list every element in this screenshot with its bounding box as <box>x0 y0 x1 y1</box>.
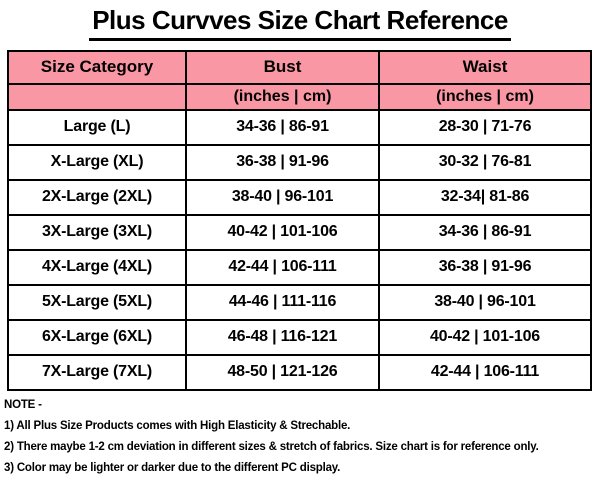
bust-cell: 44-46 | 111-116 <box>185 283 380 321</box>
table-row: 2X-Large (2XL) 38-40 | 96-101 32-34| 81-… <box>7 178 592 216</box>
column-header-size-category: Size Category <box>7 49 187 85</box>
table-row: 4X-Large (4XL) 42-44 | 106-111 36-38 | 9… <box>7 248 592 286</box>
notes-section: NOTE - 1) All Plus Size Products comes w… <box>4 395 600 479</box>
bust-cell: 48-50 | 121-126 <box>185 353 380 391</box>
size-cell: 2X-Large (2XL) <box>7 178 187 216</box>
size-chart-table: Size Category Bust Waist (inches | cm) (… <box>7 49 592 391</box>
units-cell-bust: (inches | cm) <box>185 82 380 111</box>
size-cell: 5X-Large (5XL) <box>7 283 187 321</box>
table-row: Large (L) 34-36 | 86-91 28-30 | 71-76 <box>7 108 592 146</box>
size-cell: 3X-Large (3XL) <box>7 213 187 251</box>
title-container: Plus Curvves Size Chart Reference <box>0 0 600 41</box>
notes-heading: NOTE - <box>4 398 42 411</box>
size-cell: 4X-Large (4XL) <box>7 248 187 286</box>
bust-cell: 40-42 | 101-106 <box>185 213 380 251</box>
units-cell-empty <box>7 82 187 111</box>
waist-cell: 28-30 | 71-76 <box>378 108 592 146</box>
size-cell: Large (L) <box>7 108 187 146</box>
page-title: Plus Curvves Size Chart Reference <box>89 4 511 41</box>
table-row: 6X-Large (6XL) 46-48 | 116-121 40-42 | 1… <box>7 318 592 356</box>
bust-cell: 36-38 | 91-96 <box>185 143 380 181</box>
column-header-waist: Waist <box>378 49 592 85</box>
waist-cell: 30-32 | 76-81 <box>378 143 592 181</box>
column-header-bust: Bust <box>185 49 380 85</box>
note-item: 1) All Plus Size Products comes with Hig… <box>4 419 351 432</box>
table-units-row: (inches | cm) (inches | cm) <box>7 82 592 111</box>
bust-cell: 46-48 | 116-121 <box>185 318 380 356</box>
size-cell: X-Large (XL) <box>7 143 187 181</box>
waist-cell: 34-36 | 86-91 <box>378 213 592 251</box>
table-row: 3X-Large (3XL) 40-42 | 101-106 34-36 | 8… <box>7 213 592 251</box>
table-row: 7X-Large (7XL) 48-50 | 121-126 42-44 | 1… <box>7 353 592 391</box>
waist-cell: 38-40 | 96-101 <box>378 283 592 321</box>
waist-cell: 32-34| 81-86 <box>378 178 592 216</box>
bust-cell: 42-44 | 106-111 <box>185 248 380 286</box>
bust-cell: 38-40 | 96-101 <box>185 178 380 216</box>
waist-cell: 42-44 | 106-111 <box>378 353 592 391</box>
table-row: 5X-Large (5XL) 44-46 | 111-116 38-40 | 9… <box>7 283 592 321</box>
size-cell: 6X-Large (6XL) <box>7 318 187 356</box>
note-item: 2) There maybe 1-2 cm deviation in diffe… <box>4 440 539 453</box>
table-header-row: Size Category Bust Waist <box>7 49 592 85</box>
note-item: 3) Color may be lighter or darker due to… <box>4 461 341 474</box>
table-row: X-Large (XL) 36-38 | 91-96 30-32 | 76-81 <box>7 143 592 181</box>
waist-cell: 36-38 | 91-96 <box>378 248 592 286</box>
waist-cell: 40-42 | 101-106 <box>378 318 592 356</box>
units-cell-waist: (inches | cm) <box>378 82 592 111</box>
size-cell: 7X-Large (7XL) <box>7 353 187 391</box>
bust-cell: 34-36 | 86-91 <box>185 108 380 146</box>
